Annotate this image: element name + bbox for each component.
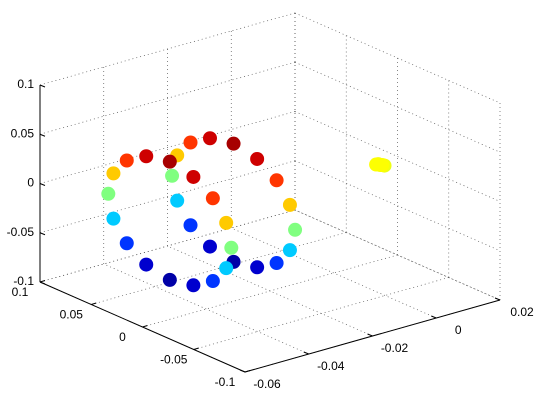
tick-mark bbox=[39, 84, 46, 88]
grid-line bbox=[39, 160, 296, 234]
data-point bbox=[282, 197, 297, 212]
grid-line bbox=[39, 61, 296, 135]
data-point bbox=[162, 272, 177, 287]
data-point bbox=[119, 153, 134, 168]
z-tick-label: 0.1 bbox=[17, 77, 34, 91]
y-tick-label: -0.05 bbox=[160, 353, 188, 367]
z-tick-label: -0.1 bbox=[13, 274, 34, 288]
data-point bbox=[106, 211, 121, 226]
tick-mark bbox=[39, 232, 46, 236]
y-tick-label: 0 bbox=[119, 330, 126, 344]
y-tick-label: 0.1 bbox=[12, 285, 29, 299]
grid-line bbox=[39, 209, 296, 283]
x-tick-label: -0.02 bbox=[381, 341, 409, 355]
data-point bbox=[250, 260, 265, 275]
tick-mark bbox=[431, 315, 437, 319]
x-tick-label: -0.06 bbox=[253, 377, 281, 391]
x-tick-label: 0.02 bbox=[510, 305, 534, 319]
data-point bbox=[101, 186, 116, 201]
grid-line bbox=[103, 263, 309, 355]
z-tick-label: 0.05 bbox=[11, 126, 35, 140]
tick-mark bbox=[303, 351, 309, 355]
data-point bbox=[170, 193, 185, 208]
grid-line bbox=[39, 111, 296, 184]
grid-line bbox=[294, 111, 501, 202]
tick-mark bbox=[142, 325, 148, 328]
grid-line bbox=[142, 254, 398, 328]
data-point bbox=[183, 135, 198, 150]
tick-mark bbox=[239, 369, 246, 373]
data-point bbox=[269, 173, 284, 188]
tick-mark bbox=[494, 297, 501, 301]
data-point bbox=[139, 149, 154, 164]
data-point bbox=[219, 215, 234, 230]
z-tick-label: 0 bbox=[27, 176, 34, 190]
data-point bbox=[106, 166, 121, 181]
grid-line bbox=[193, 277, 449, 350]
x-tick-label: 0 bbox=[455, 323, 462, 337]
data-point bbox=[162, 154, 177, 169]
y-tick-label: 0.05 bbox=[60, 308, 84, 322]
data-point bbox=[205, 274, 220, 289]
x-tick-label: -0.04 bbox=[317, 359, 345, 373]
tick-mark bbox=[193, 347, 199, 350]
data-point bbox=[139, 257, 154, 272]
data-point bbox=[375, 157, 390, 172]
data-point bbox=[205, 191, 220, 206]
tick-mark bbox=[244, 370, 251, 373]
data-point bbox=[250, 151, 265, 166]
tick-mark bbox=[39, 281, 46, 285]
tick-mark bbox=[91, 302, 97, 305]
data-point bbox=[224, 240, 239, 255]
data-point bbox=[183, 218, 198, 233]
data-point bbox=[202, 131, 217, 146]
tick-mark bbox=[39, 133, 46, 137]
data-point bbox=[186, 278, 201, 293]
data-point bbox=[226, 136, 241, 151]
z-tick-label: -0.05 bbox=[7, 225, 35, 239]
data-point bbox=[219, 261, 234, 276]
data-point bbox=[186, 169, 201, 184]
data-point bbox=[119, 236, 134, 251]
data-point bbox=[202, 239, 217, 254]
y-tick-label: -0.1 bbox=[215, 375, 236, 389]
tick-mark bbox=[39, 280, 46, 283]
data-point bbox=[165, 168, 180, 183]
tick-mark bbox=[367, 333, 373, 337]
data-point bbox=[269, 256, 284, 271]
grid-line bbox=[231, 227, 437, 319]
grid-line bbox=[91, 232, 347, 305]
tick-mark bbox=[39, 183, 46, 186]
data-point bbox=[282, 243, 297, 258]
data-point bbox=[288, 222, 303, 237]
